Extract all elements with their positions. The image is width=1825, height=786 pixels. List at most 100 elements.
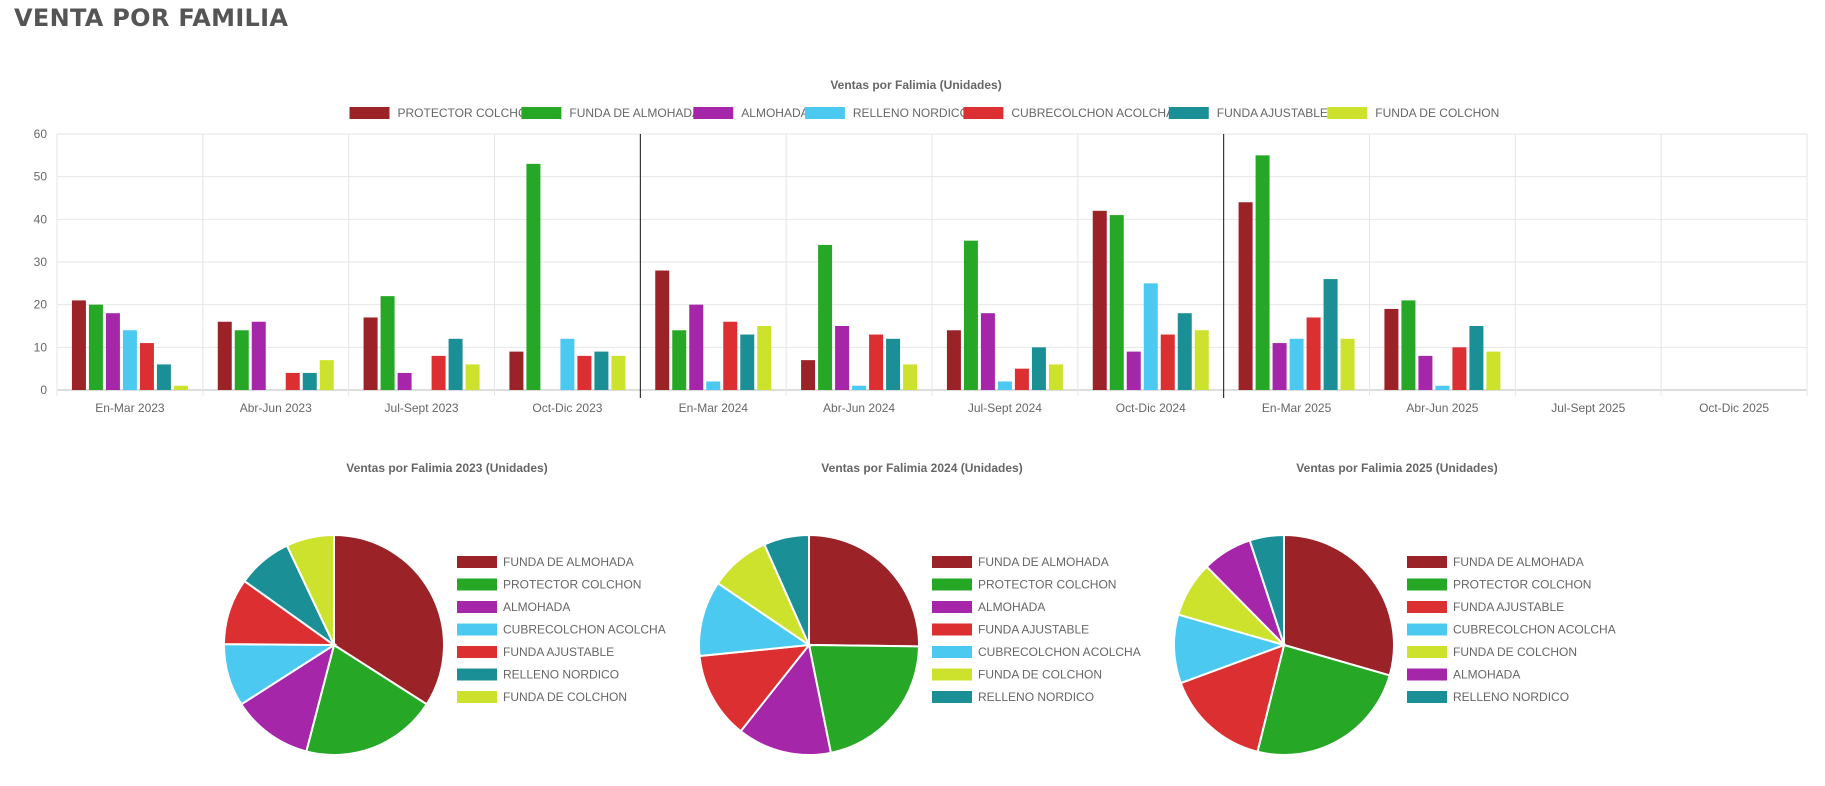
pie-legend-label-cubrecolchon-acolcha: CUBRECOLCHON ACOLCHA <box>978 645 1141 659</box>
bar-protector-colchon-abr-jun-2023 <box>217 321 232 390</box>
pie-legend-label-almohada: ALMOHADA <box>503 600 570 614</box>
bar-funda-ajustable-abr-jun-2024 <box>886 338 901 390</box>
page-title: VENTA POR FAMILIA <box>14 4 289 32</box>
legend-swatch-funda-de-almohada <box>521 107 562 119</box>
bar-funda-de-colchon-oct-dic-2023 <box>611 355 626 390</box>
bar-funda-ajustable-jul-sept-2023 <box>448 338 463 390</box>
bar-protector-colchon-oct-dic-2024 <box>1092 210 1107 390</box>
pie-chart-title: Ventas por Falimia 2024 (Unidades) <box>821 461 1022 475</box>
pie-legend-label-funda-ajustable: FUNDA AJUSTABLE <box>1453 600 1564 614</box>
legend-swatch-relleno-nordico <box>804 107 845 119</box>
bar-cubrecolchon-acolchado-abr-jun-2025 <box>1452 347 1467 390</box>
pie-legend-label-protector-colchon: PROTECTOR COLCHON <box>1453 578 1591 592</box>
pie-legend-swatch-almohada <box>932 601 972 613</box>
pie-legend-label-funda-de-colchon: FUNDA DE COLCHON <box>1453 645 1577 659</box>
bar-relleno-nordico-jul-sept-2024 <box>997 381 1012 390</box>
bar-funda-de-almohada-en-mar-2024 <box>672 330 687 390</box>
bar-cubrecolchon-acolchado-abr-jun-2024 <box>869 334 884 390</box>
pie-slice-protector-colchon <box>305 643 429 756</box>
bar-protector-colchon-en-mar-2023 <box>71 300 86 390</box>
x-tick-label: En-Mar 2025 <box>1262 401 1332 415</box>
bar-funda-de-colchon-abr-jun-2023 <box>319 360 334 390</box>
pie-legend-swatch-funda-de-almohada <box>457 556 497 568</box>
pie-legend-label-relleno-nordico: RELLENO NORDICO <box>503 668 619 682</box>
pie-legend-swatch-funda-ajustable <box>457 646 497 658</box>
legend-swatch-protector-colchon <box>349 107 390 119</box>
bar-funda-de-colchon-abr-jun-2024 <box>903 364 918 390</box>
bar-funda-ajustable-en-mar-2024 <box>740 334 755 390</box>
bar-funda-ajustable-en-mar-2023 <box>156 364 171 390</box>
bar-protector-colchon-en-mar-2024 <box>655 270 670 390</box>
bar-relleno-nordico-en-mar-2025 <box>1289 338 1304 390</box>
x-tick-label: En-Mar 2023 <box>95 401 165 415</box>
bar-cubrecolchon-acolchado-en-mar-2025 <box>1306 317 1321 390</box>
y-tick-label: 50 <box>34 170 48 184</box>
bar-protector-colchon-jul-sept-2024 <box>946 330 961 390</box>
bar-relleno-nordico-abr-jun-2024 <box>852 385 867 390</box>
pie-legend-swatch-funda-de-colchon <box>1407 646 1447 658</box>
x-tick-label: Jul-Sept 2023 <box>385 401 459 415</box>
pie-legend-label-funda-de-colchon: FUNDA DE COLCHON <box>503 690 627 704</box>
y-tick-label: 40 <box>34 212 48 226</box>
y-tick-label: 0 <box>40 383 47 397</box>
legend-label-protector-colchon: PROTECTOR COLCHON <box>398 106 536 120</box>
bar-chart: Ventas por Falimia (Unidades) PROTECTOR C… <box>34 78 1808 415</box>
y-tick-label: 60 <box>34 127 48 141</box>
x-tick-label: Jul-Sept 2025 <box>1551 401 1625 415</box>
bar-cubrecolchon-acolchado-oct-dic-2024 <box>1160 334 1175 390</box>
bar-almohada-oct-dic-2024 <box>1126 351 1141 390</box>
bar-protector-colchon-abr-jun-2025 <box>1384 308 1399 390</box>
bar-relleno-nordico-en-mar-2023 <box>122 330 137 390</box>
bar-funda-ajustable-abr-jun-2025 <box>1469 326 1484 390</box>
bar-funda-de-colchon-jul-sept-2024 <box>1048 364 1063 390</box>
bar-protector-colchon-en-mar-2025 <box>1238 202 1253 390</box>
legend-label-almohada: ALMOHADA <box>741 106 808 120</box>
bar-funda-ajustable-jul-sept-2024 <box>1031 347 1046 390</box>
legend-label-funda-de-colchon: FUNDA DE COLCHON <box>1375 106 1499 120</box>
pie-legend-label-funda-ajustable: FUNDA AJUSTABLE <box>978 623 1089 637</box>
y-tick-label: 30 <box>34 255 48 269</box>
pie-legend-swatch-protector-colchon <box>1407 578 1447 591</box>
legend-label-relleno-nordico: RELLENO NORDICO <box>853 106 969 120</box>
pie-slice-funda-de-almohada <box>808 533 920 648</box>
bar-almohada-abr-jun-2024 <box>835 326 850 390</box>
bar-cubrecolchon-acolchado-jul-sept-2023 <box>431 355 446 390</box>
pie-slice-protector-colchon <box>807 643 921 754</box>
legend-swatch-funda-ajustable <box>1168 107 1209 119</box>
pie-legend-label-cubrecolchon-acolcha: CUBRECOLCHON ACOLCHA <box>503 623 666 637</box>
bar-funda-de-colchon-oct-dic-2024 <box>1194 330 1209 390</box>
bar-funda-de-almohada-jul-sept-2023 <box>380 296 395 390</box>
bar-funda-ajustable-oct-dic-2024 <box>1177 313 1192 390</box>
pie-legend-swatch-almohada <box>1407 668 1447 681</box>
pie-legend-swatch-funda-ajustable <box>932 623 972 636</box>
pie-chart-2024: Ventas por Falimia 2024 (Unidades) FUNDA … <box>698 461 1141 756</box>
pie-legend-label-funda-de-almohada: FUNDA DE ALMOHADA <box>978 555 1109 569</box>
bar-funda-de-colchon-en-mar-2023 <box>173 385 188 390</box>
bar-funda-de-colchon-en-mar-2025 <box>1340 338 1355 390</box>
bar-almohada-en-mar-2023 <box>105 313 120 390</box>
pie-slice-protector-colchon <box>1256 643 1391 756</box>
bar-protector-colchon-jul-sept-2023 <box>363 317 378 390</box>
bar-funda-ajustable-abr-jun-2023 <box>302 372 317 390</box>
bar-protector-colchon-oct-dic-2023 <box>509 351 524 390</box>
bar-funda-ajustable-en-mar-2025 <box>1323 279 1338 390</box>
bar-relleno-nordico-en-mar-2024 <box>706 381 721 390</box>
pie-legend-label-funda-de-almohada: FUNDA DE ALMOHADA <box>503 555 634 569</box>
pie-legend-swatch-funda-de-almohada <box>1407 556 1447 568</box>
bar-funda-de-colchon-jul-sept-2023 <box>465 364 480 390</box>
pie-legend-swatch-funda-de-almohada <box>932 556 972 568</box>
bar-almohada-jul-sept-2024 <box>980 313 995 390</box>
legend-swatch-cubrecolchon-acolchado <box>963 107 1004 119</box>
pie-chart-title: Ventas por Falimia 2025 (Unidades) <box>1296 461 1497 475</box>
bar-funda-de-almohada-oct-dic-2024 <box>1109 215 1124 390</box>
pie-legend-label-cubrecolchon-acolcha: CUBRECOLCHON ACOLCHA <box>1453 623 1616 637</box>
pie-slice-almohada <box>739 642 833 756</box>
bar-funda-de-almohada-abr-jun-2023 <box>234 330 249 390</box>
bar-almohada-en-mar-2024 <box>689 304 704 390</box>
pie-legend-label-funda-ajustable: FUNDA AJUSTABLE <box>503 645 614 659</box>
pie-legend-swatch-funda-ajustable <box>1407 601 1447 613</box>
x-tick-label: Jul-Sept 2024 <box>968 401 1042 415</box>
bar-funda-ajustable-oct-dic-2023 <box>594 351 609 390</box>
bar-protector-colchon-abr-jun-2024 <box>801 360 816 390</box>
pie-legend-label-almohada: ALMOHADA <box>978 600 1045 614</box>
